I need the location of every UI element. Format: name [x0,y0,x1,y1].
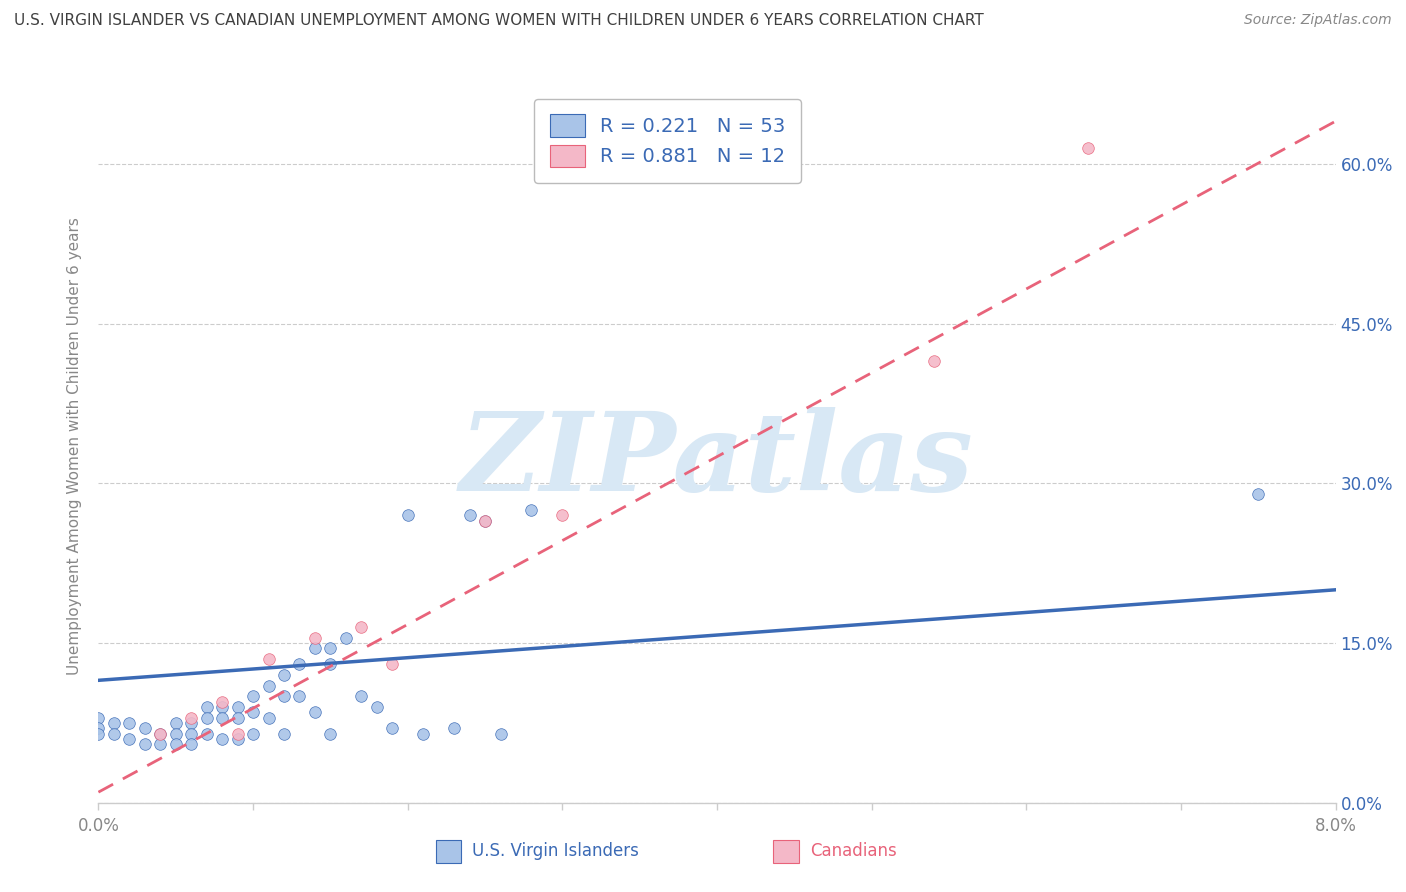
Point [474,514,496,528]
Point [180,737,202,751]
Point [242,690,264,704]
Text: Canadians: Canadians [810,842,897,860]
Point [165,726,187,740]
Point [319,726,342,740]
Point [257,710,280,724]
Point [922,353,945,368]
Point [180,715,202,730]
Point [195,710,218,724]
Point [257,679,280,693]
Point [273,668,295,682]
Point [551,508,574,523]
Text: Source: ZipAtlas.com: Source: ZipAtlas.com [1244,13,1392,28]
Point [134,737,156,751]
Point [211,700,233,714]
Point [118,715,141,730]
Point [211,710,233,724]
Text: ZIPatlas: ZIPatlas [460,407,974,514]
Point [396,508,419,523]
Point [226,731,249,746]
Point [118,731,141,746]
Point [103,715,125,730]
Point [350,690,373,704]
Point [474,514,496,528]
Point [165,737,187,751]
Point [103,726,125,740]
Point [242,706,264,720]
Point [211,731,233,746]
Point [257,652,280,666]
Point [304,641,326,656]
Point [1247,487,1270,501]
Point [134,721,156,735]
Point [242,726,264,740]
Point [180,710,202,724]
Point [366,700,388,714]
Point [335,631,357,645]
Point [165,715,187,730]
Point [319,641,342,656]
Point [319,657,342,672]
Point [87,710,110,724]
Point [288,690,311,704]
Point [87,726,110,740]
Y-axis label: Unemployment Among Women with Children Under 6 years: Unemployment Among Women with Children U… [67,217,83,675]
Point [195,726,218,740]
Point [149,737,172,751]
Point [304,706,326,720]
Point [1077,141,1099,155]
Point [273,726,295,740]
Point [489,726,512,740]
Point [226,726,249,740]
Point [520,503,543,517]
Point [443,721,465,735]
Point [195,700,218,714]
Point [458,508,481,523]
Point [288,657,311,672]
Point [412,726,434,740]
Point [149,726,172,740]
Point [211,695,233,709]
Point [273,690,295,704]
Text: U.S. Virgin Islanders: U.S. Virgin Islanders [472,842,640,860]
Point [350,620,373,634]
Legend: R = 0.221   N = 53, R = 0.881   N = 12: R = 0.221 N = 53, R = 0.881 N = 12 [534,99,801,183]
Point [149,726,172,740]
Point [381,721,404,735]
Text: U.S. VIRGIN ISLANDER VS CANADIAN UNEMPLOYMENT AMONG WOMEN WITH CHILDREN UNDER 6 : U.S. VIRGIN ISLANDER VS CANADIAN UNEMPLO… [14,13,984,29]
Point [304,631,326,645]
Point [180,726,202,740]
Point [381,657,404,672]
Point [226,700,249,714]
Point [226,710,249,724]
Point [87,721,110,735]
